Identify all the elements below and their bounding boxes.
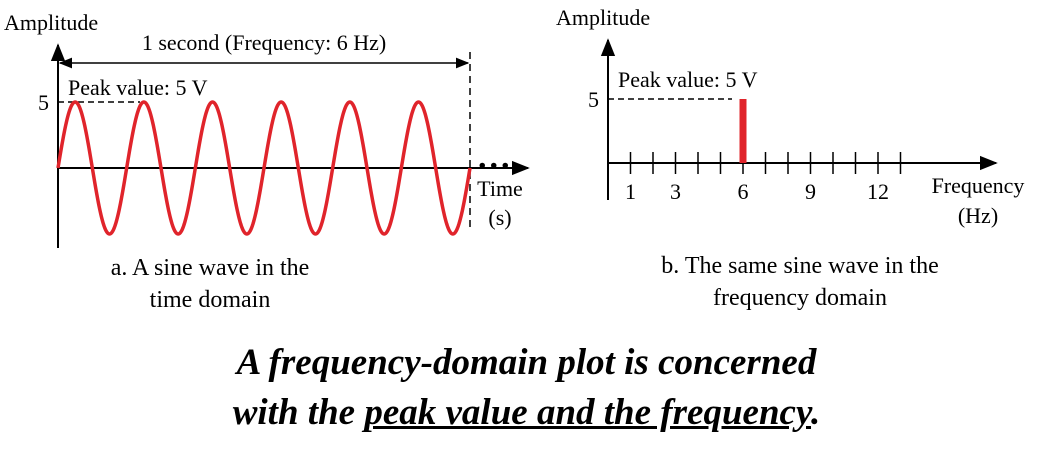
freq-y-axis-label: Amplitude [556, 5, 650, 30]
time-caption-line-2: time domain [149, 287, 271, 313]
freq-x-axis-label: Frequency [932, 173, 1025, 198]
statement-period: . [811, 392, 821, 433]
continuation-ellipsis: ... [478, 139, 513, 176]
statement-line-2: with the peak value and the frequency. [0, 388, 1053, 438]
freq-y-tick-5: 5 [588, 87, 599, 112]
freq-caption-line-2: frequency domain [713, 285, 887, 311]
statement-line-2-prefix: with the [232, 392, 365, 433]
freq-tick-label: 6 [738, 179, 749, 204]
freq-tick-label: 9 [805, 179, 816, 204]
time-peak-label: Peak value: 5 V [68, 75, 208, 100]
frequency-bar [739, 99, 747, 163]
time-y-tick-5: 5 [38, 90, 49, 115]
freq-tick-marks [629, 152, 902, 174]
freq-peak-label: Peak value: 5 V [618, 67, 758, 92]
period-label: 1 second (Frequency: 6 Hz) [142, 30, 386, 55]
freq-tick-label: 3 [670, 179, 681, 204]
statement-line-1: A frequency-domain plot is concerned [236, 342, 817, 383]
time-domain-caption: a. A sine wave in the time domain [60, 252, 360, 316]
time-domain-plot: Amplitude 1 second (Frequency: 6 Hz) Pea… [4, 10, 530, 248]
frequency-domain-caption: b. The same sine wave in the frequency d… [600, 250, 1000, 314]
time-y-axis-label: Amplitude [4, 10, 98, 35]
freq-x-axis-unit: (Hz) [958, 203, 998, 228]
frequency-domain-plot: Amplitude Peak value: 5 V 5 1 3 6 9 12 Frequ… [556, 5, 1024, 228]
summary-statement: A frequency-domain plot is concerned wit… [0, 338, 1053, 438]
statement-emphasis: peak value and the frequency [364, 392, 812, 433]
freq-tick-label: 1 [625, 179, 636, 204]
freq-tick-labels: 1 3 6 9 12 [625, 179, 889, 204]
time-caption-line-1: a. A sine wave in the [110, 255, 310, 281]
freq-tick-label: 12 [867, 179, 889, 204]
time-x-axis-label: Time [477, 176, 523, 201]
sine-wave [56, 100, 472, 236]
freq-caption-line-1: b. The same sine wave in the [661, 253, 939, 279]
time-x-axis-unit: (s) [488, 205, 511, 230]
